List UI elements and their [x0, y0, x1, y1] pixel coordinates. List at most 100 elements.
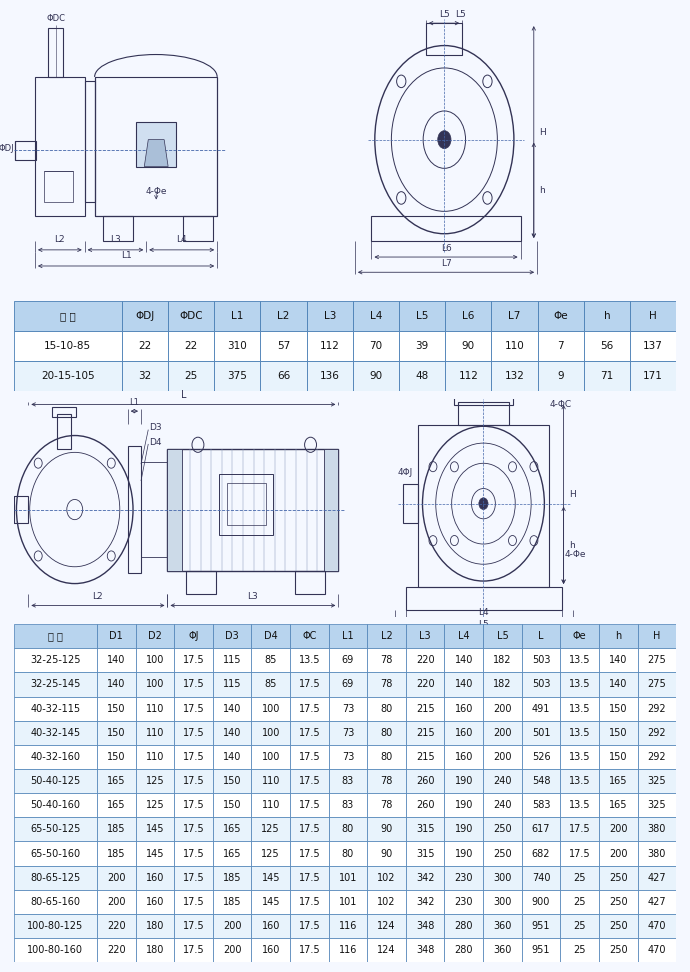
Text: 80: 80	[380, 728, 393, 738]
Text: L2: L2	[55, 234, 65, 244]
Bar	[290, 624, 328, 648]
Text: 25: 25	[573, 873, 586, 883]
Text: 503: 503	[532, 655, 551, 665]
Text: L3: L3	[248, 592, 258, 602]
Text: L4: L4	[458, 631, 470, 642]
Text: D4: D4	[264, 631, 277, 642]
Bar	[328, 938, 367, 962]
Bar	[483, 720, 522, 745]
Text: 48: 48	[415, 371, 428, 381]
Text: 17.5: 17.5	[183, 945, 204, 955]
Text: 150: 150	[107, 728, 126, 738]
Text: 617: 617	[532, 824, 551, 834]
Text: 39: 39	[415, 341, 428, 351]
Text: ΦDC: ΦDC	[46, 15, 65, 23]
Text: 215: 215	[416, 704, 435, 713]
Text: 25: 25	[184, 371, 198, 381]
Bar	[483, 842, 522, 866]
Bar	[522, 697, 560, 720]
Bar	[328, 769, 367, 793]
Text: 951: 951	[532, 921, 551, 931]
Text: h: h	[604, 311, 610, 321]
Text: 69: 69	[342, 655, 354, 665]
Bar	[290, 769, 328, 793]
Bar	[168, 449, 338, 571]
Bar	[97, 745, 135, 769]
Text: 17.5: 17.5	[569, 849, 591, 858]
Text: 275: 275	[647, 655, 667, 665]
Text: 140: 140	[609, 679, 627, 689]
Text: 78: 78	[380, 655, 393, 665]
Text: 526: 526	[532, 752, 551, 762]
Bar	[213, 624, 251, 648]
Polygon shape	[144, 140, 168, 166]
Text: 124: 124	[377, 921, 396, 931]
Bar	[174, 793, 213, 817]
Bar	[599, 720, 638, 745]
Bar	[445, 301, 491, 331]
Text: 78: 78	[380, 776, 393, 786]
Text: 85: 85	[264, 679, 277, 689]
Text: 150: 150	[107, 752, 126, 762]
Text: 150: 150	[107, 704, 126, 713]
Bar	[174, 842, 213, 866]
Text: 80-65-160: 80-65-160	[30, 897, 80, 907]
Text: 17.5: 17.5	[299, 776, 320, 786]
Bar	[14, 648, 97, 673]
Bar	[483, 817, 522, 842]
Bar	[367, 673, 406, 697]
Bar	[14, 842, 97, 866]
Bar	[97, 938, 135, 962]
Bar	[367, 648, 406, 673]
Text: 682: 682	[532, 849, 551, 858]
Bar	[406, 624, 444, 648]
Bar	[135, 745, 174, 769]
Bar	[43, 171, 73, 202]
Bar	[290, 745, 328, 769]
Bar	[367, 842, 406, 866]
Text: 73: 73	[342, 704, 354, 713]
Bar	[174, 817, 213, 842]
Bar	[14, 866, 97, 889]
Text: 360: 360	[493, 945, 511, 955]
Bar	[538, 331, 584, 361]
Text: 17.5: 17.5	[569, 824, 591, 834]
Text: 470: 470	[648, 945, 666, 955]
Bar	[454, 397, 513, 405]
Bar	[584, 331, 630, 361]
Bar	[406, 648, 444, 673]
Text: 17.5: 17.5	[183, 776, 204, 786]
Bar	[406, 889, 444, 914]
Bar	[538, 361, 584, 391]
Text: 160: 160	[455, 728, 473, 738]
Text: 85: 85	[264, 655, 277, 665]
Text: 型 号: 型 号	[60, 311, 76, 321]
Text: L3: L3	[420, 631, 431, 642]
Text: 15-10-85: 15-10-85	[44, 341, 91, 351]
Bar	[599, 745, 638, 769]
Bar	[328, 793, 367, 817]
Bar	[406, 745, 444, 769]
Text: L2: L2	[381, 631, 393, 642]
Text: 140: 140	[455, 655, 473, 665]
Text: h: h	[615, 631, 622, 642]
Bar	[491, 331, 538, 361]
Text: 185: 185	[223, 897, 241, 907]
Text: 112: 112	[458, 371, 478, 381]
Text: 101: 101	[339, 897, 357, 907]
Bar	[491, 361, 538, 391]
Bar	[14, 624, 97, 648]
Text: 325: 325	[648, 800, 667, 811]
Bar	[560, 624, 599, 648]
Bar	[97, 720, 135, 745]
Text: 125: 125	[146, 776, 164, 786]
Bar	[213, 793, 251, 817]
Bar	[135, 624, 174, 648]
Text: 100-80-125: 100-80-125	[27, 921, 83, 931]
Text: 22: 22	[138, 341, 152, 351]
Bar	[367, 720, 406, 745]
Bar	[638, 697, 676, 720]
Text: 100: 100	[262, 752, 280, 762]
Text: 180: 180	[146, 921, 164, 931]
Bar	[251, 745, 290, 769]
